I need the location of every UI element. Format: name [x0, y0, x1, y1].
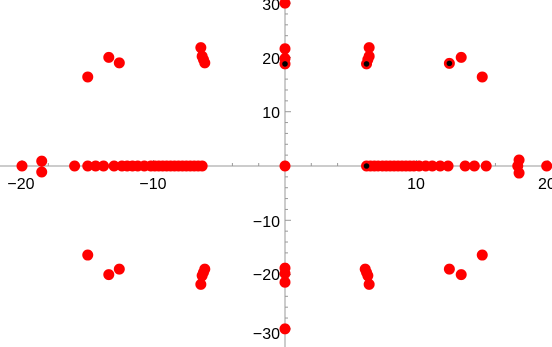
- data-point: [279, 268, 291, 280]
- x-tick-label: −10: [139, 176, 166, 193]
- data-point: [541, 160, 552, 172]
- data-point: [363, 278, 375, 290]
- data-point: [455, 269, 467, 281]
- data-point: [113, 57, 125, 69]
- data-point: [103, 269, 115, 281]
- data-point: [426, 160, 438, 172]
- x-tick-label: −20: [7, 176, 34, 193]
- marker-point: [282, 61, 288, 67]
- marker-point: [363, 61, 370, 67]
- data-point: [199, 57, 211, 69]
- x-tick-label: 10: [407, 176, 425, 193]
- data-point: [476, 249, 488, 261]
- data-point: [113, 263, 125, 275]
- data-point: [513, 154, 525, 166]
- data-point: [279, 160, 291, 172]
- data-point: [103, 51, 115, 63]
- data-point: [98, 160, 110, 172]
- data-point: [82, 71, 94, 83]
- marker-point: [446, 60, 453, 67]
- data-point: [16, 160, 28, 172]
- data-points: [16, 0, 552, 335]
- data-point: [90, 160, 102, 172]
- data-point: [36, 155, 48, 167]
- data-point: [279, 43, 291, 55]
- x-tick-label: 20: [538, 176, 552, 193]
- data-point: [199, 263, 211, 275]
- data-point: [442, 160, 454, 172]
- data-point: [434, 160, 446, 172]
- data-point: [513, 167, 525, 179]
- data-point: [363, 50, 375, 62]
- data-point: [455, 51, 467, 63]
- data-point: [108, 160, 120, 172]
- marker-points: [282, 60, 453, 169]
- y-tick-label: −10: [253, 214, 280, 231]
- y-tick-label: 10: [262, 105, 280, 122]
- data-point: [82, 160, 94, 172]
- data-point: [196, 160, 208, 172]
- data-point: [279, 0, 291, 9]
- y-tick-label: 30: [262, 0, 280, 14]
- data-point: [480, 160, 492, 172]
- y-tick-label: −20: [253, 267, 280, 284]
- data-point: [459, 160, 471, 172]
- data-point: [468, 160, 480, 172]
- data-point: [363, 42, 375, 54]
- data-point: [443, 263, 455, 275]
- data-point: [195, 42, 207, 54]
- tick-labels: −20 −10 10 20 −30 −20 −10 10 20 30: [7, 0, 552, 343]
- y-tick-label: 20: [262, 51, 280, 68]
- data-point: [36, 166, 48, 178]
- y-tick-label: −30: [253, 326, 280, 343]
- data-point: [279, 276, 291, 288]
- data-point: [279, 323, 291, 335]
- data-point: [82, 249, 94, 261]
- data-point: [195, 278, 207, 290]
- marker-point: [363, 163, 370, 169]
- data-point: [362, 270, 374, 282]
- data-point: [476, 71, 488, 83]
- data-point: [69, 160, 81, 172]
